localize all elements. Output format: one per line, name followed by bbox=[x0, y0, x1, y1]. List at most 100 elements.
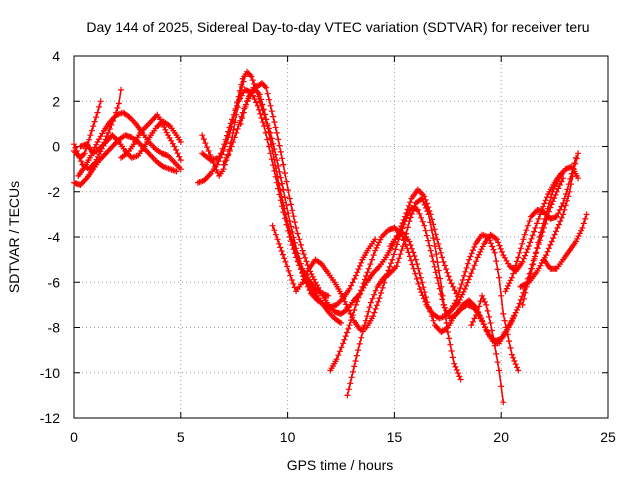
data-point bbox=[438, 283, 445, 290]
data-point bbox=[469, 318, 476, 325]
data-point bbox=[522, 289, 529, 296]
data-point bbox=[482, 324, 488, 330]
data-point bbox=[500, 399, 507, 406]
data-point bbox=[503, 324, 510, 331]
data-point bbox=[517, 245, 524, 252]
data-point bbox=[339, 293, 346, 300]
data-point bbox=[496, 367, 503, 374]
data-point bbox=[108, 122, 115, 128]
data-point bbox=[553, 228, 559, 235]
data-point bbox=[259, 119, 266, 126]
data-point bbox=[414, 261, 420, 268]
data-point bbox=[534, 244, 541, 251]
data-point bbox=[369, 295, 376, 302]
data-point bbox=[277, 148, 284, 155]
data-point bbox=[299, 269, 306, 276]
data-point bbox=[568, 181, 574, 188]
data-point bbox=[493, 258, 500, 265]
data-point bbox=[540, 220, 547, 227]
data-point bbox=[532, 224, 539, 231]
data-point bbox=[219, 145, 226, 152]
series-arc-3 bbox=[75, 109, 184, 179]
data-point bbox=[519, 240, 526, 247]
data-point bbox=[296, 236, 303, 243]
data-point bbox=[512, 262, 519, 269]
data-point bbox=[295, 258, 302, 265]
data-point bbox=[505, 282, 511, 289]
data-point bbox=[404, 224, 411, 231]
data-point bbox=[358, 259, 365, 266]
data-point bbox=[309, 273, 316, 280]
data-point bbox=[503, 285, 510, 292]
data-point bbox=[266, 96, 273, 103]
data-point bbox=[443, 266, 450, 273]
data-point bbox=[554, 177, 561, 184]
data-point bbox=[223, 154, 230, 161]
data-point bbox=[429, 253, 435, 259]
data-point bbox=[174, 150, 181, 157]
series-arc-5 bbox=[71, 86, 124, 173]
data-point bbox=[547, 241, 554, 248]
data-point bbox=[423, 205, 429, 211]
data-point bbox=[367, 261, 374, 268]
data-point bbox=[242, 103, 249, 110]
data-point bbox=[479, 292, 485, 299]
data-point bbox=[279, 251, 286, 258]
data-point bbox=[456, 373, 463, 380]
data-point bbox=[446, 335, 453, 342]
data-point bbox=[351, 275, 358, 282]
data-point bbox=[494, 359, 501, 366]
x-axis-label: GPS time / hours bbox=[287, 457, 394, 473]
data-point bbox=[161, 124, 168, 130]
data-point bbox=[71, 141, 77, 148]
data-point bbox=[547, 194, 554, 201]
data-point bbox=[470, 247, 476, 254]
data-point bbox=[369, 256, 375, 263]
data-point bbox=[338, 290, 344, 297]
data-point bbox=[438, 249, 444, 256]
data-point bbox=[430, 258, 437, 265]
data-point bbox=[468, 270, 475, 277]
data-point bbox=[527, 270, 534, 277]
data-point bbox=[465, 276, 472, 283]
data-point bbox=[434, 274, 441, 281]
data-point bbox=[408, 257, 415, 264]
data-point bbox=[394, 259, 401, 266]
data-point bbox=[358, 287, 365, 294]
data-point bbox=[291, 219, 298, 226]
data-point bbox=[419, 218, 426, 225]
data-point bbox=[504, 331, 511, 338]
data-point bbox=[523, 283, 530, 290]
data-point bbox=[453, 297, 460, 304]
data-point bbox=[461, 272, 467, 279]
data-point bbox=[373, 244, 380, 251]
data-point bbox=[226, 148, 233, 154]
data-point bbox=[282, 258, 289, 265]
data-point bbox=[557, 218, 564, 225]
data-point bbox=[281, 170, 288, 177]
data-point bbox=[355, 294, 362, 301]
data-point bbox=[285, 187, 292, 194]
data-point bbox=[544, 205, 551, 212]
data-point bbox=[449, 354, 456, 361]
data-point bbox=[86, 136, 92, 143]
data-point bbox=[550, 235, 557, 242]
data-point bbox=[100, 142, 106, 149]
data-point bbox=[338, 320, 344, 326]
data-point bbox=[432, 231, 439, 238]
data-point bbox=[365, 265, 372, 272]
data-point bbox=[268, 108, 275, 115]
data-point bbox=[268, 141, 275, 148]
data-point bbox=[344, 392, 351, 399]
data-point bbox=[398, 247, 405, 254]
data-point bbox=[285, 267, 292, 274]
data-point bbox=[256, 91, 263, 98]
data-point bbox=[453, 367, 460, 373]
data-point bbox=[290, 280, 297, 287]
data-point bbox=[410, 207, 417, 214]
data-point bbox=[441, 262, 448, 269]
data-point bbox=[468, 250, 475, 257]
data-point bbox=[285, 223, 292, 230]
data-point bbox=[415, 280, 422, 287]
data-point bbox=[508, 351, 515, 358]
